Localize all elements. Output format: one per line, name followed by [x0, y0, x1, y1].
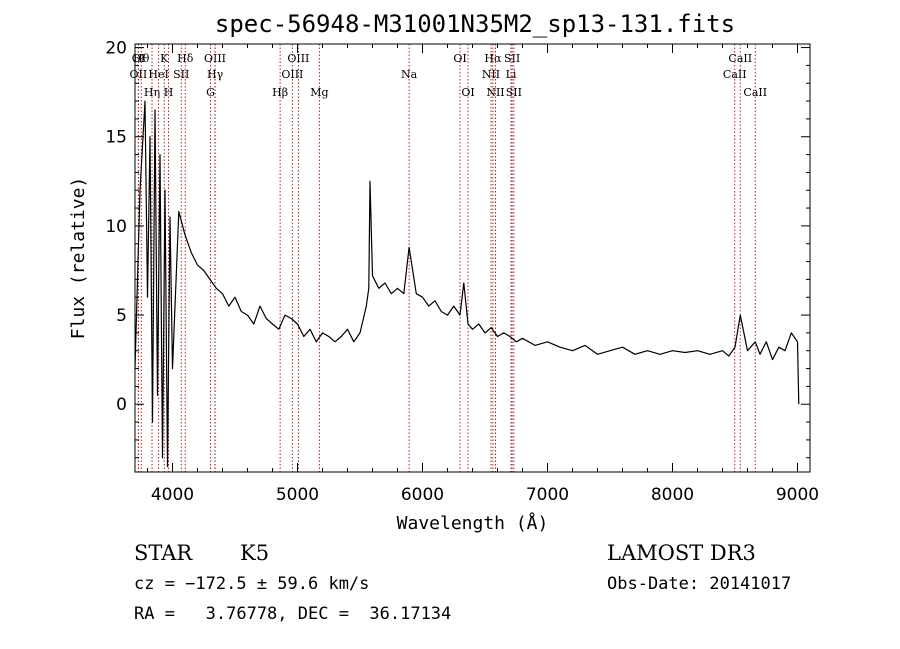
- spectral-line-label-15: Mg: [310, 86, 328, 99]
- spectral-line-label-24: SII: [506, 86, 522, 99]
- spectral-line-label-2: OI: [132, 52, 145, 65]
- spectral-line-label-7: SII: [173, 68, 189, 81]
- spectral-line-label-0: OII: [130, 68, 148, 81]
- chart-title: spec-56948-M31001N35M2_sp13-131.fits: [214, 10, 736, 38]
- x-tick-label-6000: 6000: [401, 485, 444, 505]
- spectral-line-label-11: G: [206, 86, 215, 99]
- spectral-line-label-27: CaII: [743, 86, 767, 99]
- x-tick-label-8000: 8000: [651, 485, 694, 505]
- y-tick-label-10: 10: [105, 217, 127, 237]
- spectral-line-label-17: OI: [453, 52, 466, 65]
- spectral-line-label-19: Hα: [484, 52, 502, 65]
- spectral-line-label-5: HeI: [148, 68, 168, 81]
- spectral-line-label-22: SII: [504, 52, 520, 65]
- object-subclass: K5: [240, 541, 270, 565]
- x-tick-label-4000: 4000: [151, 485, 194, 505]
- y-tick-label-15: 15: [105, 128, 127, 148]
- y-tick-label-5: 5: [116, 306, 127, 326]
- coordinates: RA = 3.76778, DEC = 36.17134: [134, 604, 452, 624]
- y-tick-label-0: 0: [116, 395, 127, 415]
- spectrum-series-line: [134, 100, 800, 468]
- x-tick-label-5000: 5000: [276, 485, 319, 505]
- redshift-cz: cz = −172.5 ± 59.6 km/s: [134, 574, 370, 594]
- spectral-line-label-6: H: [164, 86, 174, 99]
- spectral-line-label-26: CaII: [723, 68, 747, 81]
- spectral-line-label-12: OIII: [287, 52, 309, 65]
- survey-name: LAMOST DR3: [607, 541, 756, 565]
- y-axis-title: Flux (relative): [68, 177, 89, 340]
- y-tick-label-20: 20: [105, 39, 127, 59]
- spectral-line-label-25: CaII: [728, 52, 752, 65]
- spectral-line-label-8: Hδ: [177, 52, 194, 65]
- plot-frame: [134, 43, 811, 473]
- spectral-line-label-13: OIII: [281, 68, 303, 81]
- x-tick-label-9000: 9000: [776, 485, 819, 505]
- spectral-line-label-18: OI: [461, 86, 474, 99]
- spectral-line-label-14: Hβ: [272, 86, 288, 99]
- spectral-line-label-20: NII: [482, 68, 500, 81]
- x-axis-title: Wavelength (Å): [397, 512, 549, 534]
- spectral-line-label-3: Hη: [144, 86, 160, 99]
- object-class: STAR: [134, 541, 193, 565]
- x-tick-label-7000: 7000: [526, 485, 569, 505]
- spectral-line-label-23: Li: [506, 68, 517, 81]
- spectral-line-label-21: NII: [486, 86, 504, 99]
- spectral-line-label-16: Na: [401, 68, 418, 81]
- spectral-line-label-10: Hγ: [207, 68, 224, 81]
- spectral-line-label-4: K: [160, 52, 169, 65]
- spectral-line-label-1: Hθ: [133, 52, 150, 65]
- observation-date: Obs-Date: 20141017: [607, 574, 792, 594]
